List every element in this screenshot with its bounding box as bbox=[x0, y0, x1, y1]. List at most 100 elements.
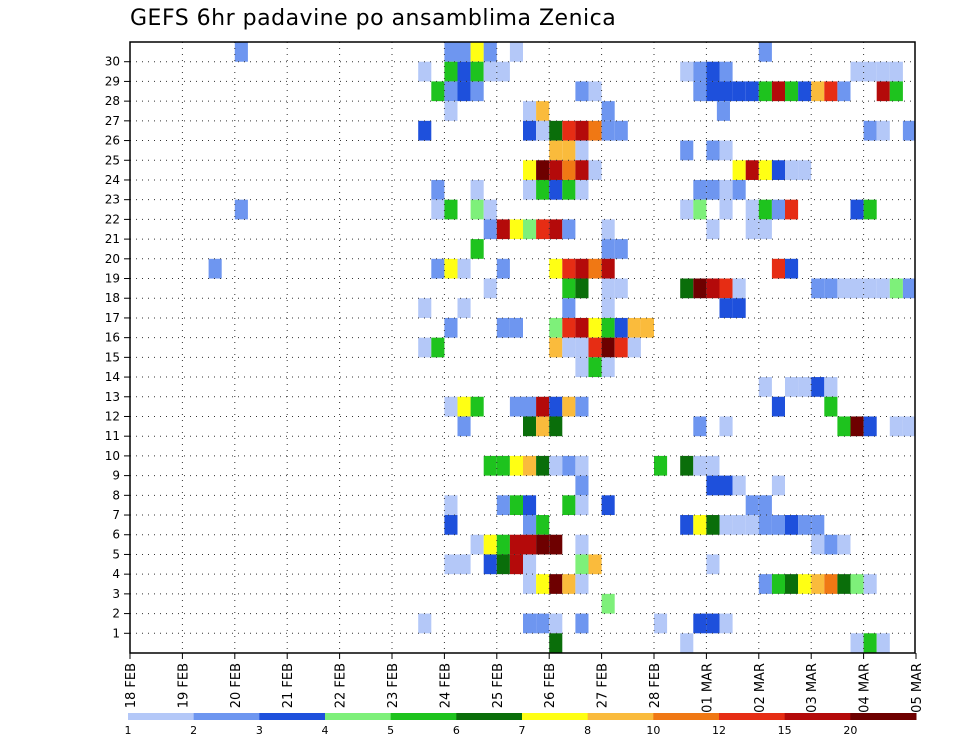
heatmap-cell bbox=[614, 239, 628, 259]
y-tick-label: 16 bbox=[105, 331, 120, 345]
heatmap-cell bbox=[614, 317, 628, 338]
colorbar-label: 8 bbox=[584, 724, 591, 737]
heatmap-cell bbox=[418, 337, 432, 358]
heatmap-cell bbox=[588, 337, 602, 358]
x-tick-label: 04 MAR bbox=[858, 663, 873, 713]
heatmap-cell bbox=[549, 633, 563, 653]
heatmap-cell bbox=[575, 455, 589, 476]
heatmap-cell bbox=[876, 633, 890, 653]
heatmap-cell bbox=[575, 140, 589, 161]
heatmap-cell bbox=[588, 357, 602, 378]
heatmap-cell bbox=[549, 179, 563, 200]
heatmap-cell bbox=[640, 317, 654, 338]
heatmap-cell bbox=[902, 416, 915, 437]
heatmap-cell bbox=[732, 475, 746, 496]
heatmap-cell bbox=[536, 396, 550, 417]
heatmap-cell bbox=[575, 278, 589, 299]
heatmap-cell bbox=[562, 258, 576, 279]
colorbar-label: 12 bbox=[712, 724, 726, 737]
heatmap-cell bbox=[536, 534, 550, 555]
heatmap-cell bbox=[457, 42, 471, 62]
heatmap-cell bbox=[523, 495, 537, 516]
y-tick-label: 24 bbox=[105, 173, 120, 187]
colorbar-label: 15 bbox=[778, 724, 792, 737]
heatmap-cell bbox=[706, 140, 720, 161]
y-tick-label: 17 bbox=[105, 311, 120, 325]
heatmap-cell bbox=[575, 534, 589, 555]
heatmap-cell bbox=[496, 61, 510, 82]
heatmap-cell bbox=[562, 574, 576, 594]
heatmap-cell bbox=[601, 239, 615, 259]
heatmap-cell bbox=[601, 317, 615, 338]
heatmap-cell bbox=[680, 199, 694, 220]
heatmap-cell bbox=[470, 61, 484, 82]
heatmap-cell bbox=[549, 416, 563, 437]
x-tick-label: 03 MAR bbox=[805, 663, 820, 713]
heatmap-cell bbox=[562, 495, 576, 516]
heatmap-cell bbox=[745, 219, 759, 240]
heatmap-cell bbox=[706, 278, 720, 299]
y-tick-label: 13 bbox=[105, 390, 120, 404]
y-axis-labels: 1234567891011121314151617181920212223242… bbox=[105, 55, 120, 641]
heatmap-cell bbox=[523, 219, 537, 240]
colorbar-label: 7 bbox=[519, 724, 526, 737]
heatmap-cell bbox=[523, 515, 537, 535]
heatmap-cell bbox=[850, 574, 864, 594]
heatmap-cell bbox=[719, 416, 733, 437]
heatmap-cell bbox=[811, 515, 825, 535]
heatmap-cell bbox=[876, 278, 890, 299]
heatmap-cell bbox=[562, 337, 576, 358]
heatmap-cell bbox=[693, 179, 707, 200]
heatmap-cell bbox=[509, 42, 523, 62]
heatmap-cell bbox=[444, 554, 458, 575]
colorbar-label: 1 bbox=[125, 724, 132, 737]
colorbar-swatch bbox=[193, 713, 260, 720]
heatmap-cell bbox=[431, 199, 445, 220]
y-tick-label: 1 bbox=[112, 626, 120, 640]
heatmap-cell bbox=[785, 81, 799, 102]
heatmap-cell bbox=[719, 61, 733, 82]
heatmap-cell bbox=[483, 61, 497, 82]
heatmap-cell bbox=[745, 81, 759, 102]
x-tick-label: 19 FEB bbox=[176, 663, 191, 708]
heatmap-cell bbox=[771, 258, 785, 279]
heatmap-cell bbox=[523, 396, 537, 417]
heatmap-cell bbox=[523, 613, 537, 634]
heatmap-cell bbox=[758, 199, 772, 220]
heatmap-cell bbox=[588, 317, 602, 338]
heatmap-cell bbox=[758, 219, 772, 240]
heatmap-cell bbox=[627, 337, 641, 358]
y-tick-label: 19 bbox=[105, 272, 120, 286]
x-tick-label: 24 FEB bbox=[438, 663, 453, 708]
heatmap-cell bbox=[601, 298, 615, 318]
heatmap-cell bbox=[706, 613, 720, 634]
heatmap-cell bbox=[444, 495, 458, 516]
heatmap-cell bbox=[745, 199, 759, 220]
heatmap-cell bbox=[457, 396, 471, 417]
heatmap-cell bbox=[496, 554, 510, 575]
heatmap-cell bbox=[706, 179, 720, 200]
heatmap-cell bbox=[575, 160, 589, 180]
colorbar-label: 5 bbox=[387, 724, 394, 737]
heatmap-cell bbox=[771, 475, 785, 496]
heatmap-cell bbox=[549, 337, 563, 358]
colorbar-swatch bbox=[653, 713, 720, 720]
heatmap-cell bbox=[588, 81, 602, 102]
heatmap-cell bbox=[758, 574, 772, 594]
heatmap-cell bbox=[716, 101, 730, 121]
heatmap-cell bbox=[719, 81, 733, 102]
heatmap-cell bbox=[811, 534, 825, 555]
heatmap-cell bbox=[523, 534, 537, 555]
heatmap-cell bbox=[654, 613, 668, 634]
heatmap-cell bbox=[575, 574, 589, 594]
x-tick-label: 23 FEB bbox=[386, 663, 401, 708]
heatmap-cell bbox=[798, 377, 812, 397]
heatmap-cell bbox=[785, 574, 799, 594]
heatmap-cell bbox=[680, 455, 694, 476]
heatmap-cell bbox=[575, 396, 589, 417]
heatmap-cell bbox=[509, 219, 523, 240]
heatmap-cell bbox=[824, 81, 838, 102]
colorbar-label: 6 bbox=[453, 724, 460, 737]
y-tick-label: 8 bbox=[112, 488, 120, 502]
heatmap-cell bbox=[549, 574, 563, 594]
